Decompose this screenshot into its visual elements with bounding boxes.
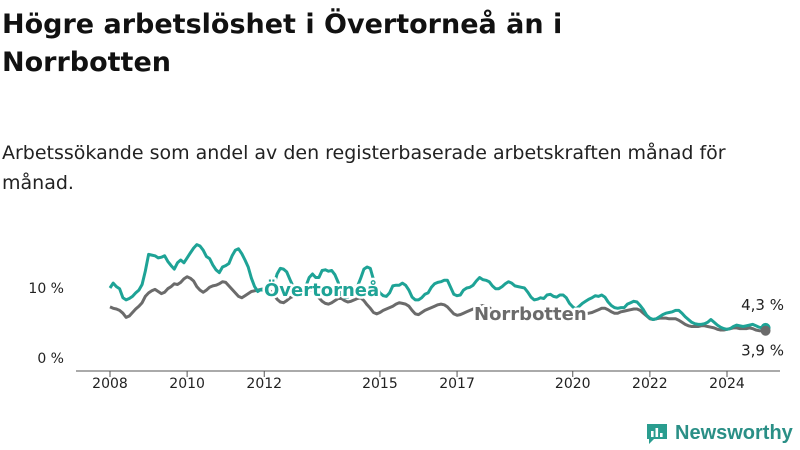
brand-logo-text: Newsworthy	[675, 421, 793, 444]
y-tick-label: 0 %	[37, 351, 64, 367]
newsworthy-brand[interactable]: Newsworthy	[645, 420, 793, 446]
x-tick-label: 2024	[709, 376, 745, 392]
series-line-norrbotten	[109, 275, 766, 333]
chart-title: Högre arbetslöshet i Övertorneå än i Nor…	[2, 9, 563, 78]
x-tick-label: 2008	[92, 376, 128, 392]
series-line-overtornea	[108, 243, 766, 331]
series-label-overtornea: Övertorneå	[264, 279, 379, 301]
x-tick-label: 2012	[246, 376, 282, 392]
x-tick-label: 2017	[439, 376, 475, 392]
series-end-label: 3,9 %	[741, 342, 784, 360]
x-tick-label: 2022	[632, 376, 668, 392]
series-end-point	[760, 325, 771, 336]
series-label-norrbotten: Norrbotten	[474, 304, 587, 325]
chart-subtitle: Arbetssökande som andel av den registerb…	[2, 142, 726, 194]
x-tick-label: 2010	[169, 376, 205, 392]
x-tick-label: 2020	[555, 376, 591, 392]
x-tick-label: 2015	[362, 376, 398, 392]
bar-chart-logo-icon	[647, 424, 667, 444]
series-end-label: 4,3 %	[741, 296, 784, 314]
y-tick-label: 10 %	[28, 281, 64, 297]
